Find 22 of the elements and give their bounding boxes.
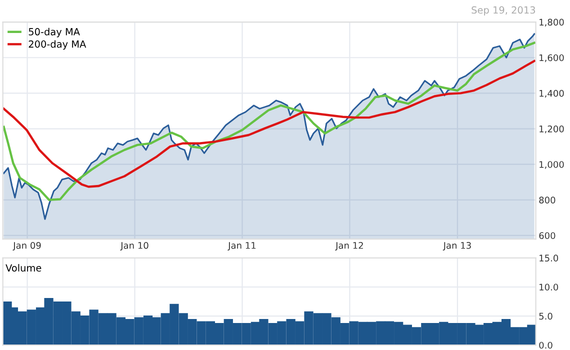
y-tick-label: 1,000 xyxy=(540,161,564,169)
x-tick-label: Jan 11 xyxy=(228,242,256,250)
y-tick-label: 800 xyxy=(539,196,556,204)
y-tick-label: 1,200 xyxy=(540,126,564,134)
y-tick-label: 600 xyxy=(539,232,556,240)
text: Volume xyxy=(6,264,42,272)
y-tick-label: 0.0 xyxy=(539,342,552,349)
y-tick-label: 1,400 xyxy=(540,90,564,98)
x-tick-label: Jan 12 xyxy=(335,242,363,250)
y-tick-label: 1,800 xyxy=(540,18,564,27)
y-tick-label: 10.0 xyxy=(540,284,558,291)
legend-label: 200-day MA xyxy=(28,40,86,50)
x-tick-label: Jan 09 xyxy=(12,242,41,250)
y-tick-label: 15.0 xyxy=(540,254,558,262)
line-series xyxy=(2,60,536,188)
y-tick-label: 5.0 xyxy=(539,312,552,320)
legend-label: 50-day MA xyxy=(28,28,80,38)
chart-subtitle: Sep 19, 2013 xyxy=(472,6,536,16)
x-tick-label: Jan 13 xyxy=(442,242,471,250)
y-tick-label: 1,600 xyxy=(540,54,564,62)
line-series xyxy=(2,42,536,202)
x-tick-label: Jan 10 xyxy=(120,242,148,250)
